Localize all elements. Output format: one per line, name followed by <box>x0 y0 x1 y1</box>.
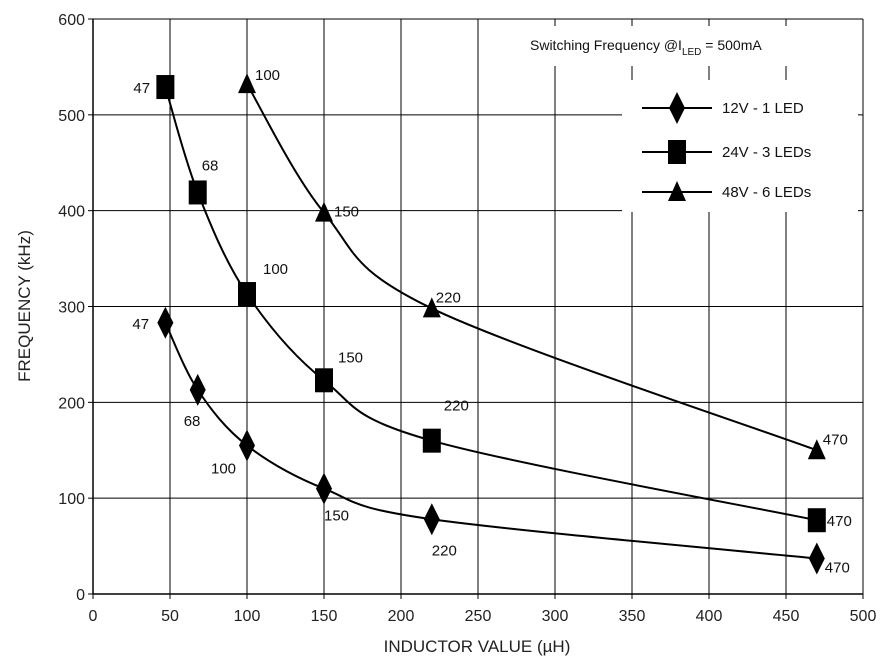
legend-marker-triangle <box>668 181 686 201</box>
data-point-diamond <box>239 429 255 462</box>
x-tick-label: 250 <box>465 608 492 625</box>
legend-label: 48V - 6 LEDs <box>722 184 811 201</box>
x-tick-label: 450 <box>773 608 800 625</box>
annotation-box <box>524 26 858 66</box>
point-label: 100 <box>211 460 236 477</box>
data-point-diamond <box>316 472 332 505</box>
series-layer <box>156 73 826 575</box>
data-point-square <box>188 180 207 205</box>
legend-marker-diamond <box>669 92 685 124</box>
point-label: 150 <box>338 349 363 366</box>
legend-item-0: 12V - 1 LED <box>642 92 804 124</box>
x-tick-label: 500 <box>850 608 877 625</box>
data-point-square <box>807 508 826 533</box>
annotation-suffix: = 500mA <box>701 37 762 53</box>
data-point-square <box>422 428 441 453</box>
y-tick-label: 500 <box>58 108 85 125</box>
y-tick-label: 300 <box>58 300 85 317</box>
x-tick-label: 300 <box>542 608 569 625</box>
data-point-triangle <box>807 439 826 460</box>
legend-marker-square <box>668 140 686 164</box>
data-point-diamond <box>189 373 206 406</box>
y-tick-label: 100 <box>58 491 85 508</box>
legend-item-1: 24V - 3 LEDs <box>642 140 811 164</box>
point-label: 470 <box>827 513 852 530</box>
x-tick-label: 200 <box>388 608 415 625</box>
switching-frequency-annotation: Switching Frequency @ILED = 500mA <box>530 37 762 58</box>
point-label: 68 <box>184 413 201 430</box>
point-label: 470 <box>823 431 848 448</box>
point-label: 150 <box>324 508 349 525</box>
y-tick-label: 400 <box>58 204 85 221</box>
legend-label: 24V - 3 LEDs <box>722 144 811 161</box>
y-tick-label: 200 <box>58 395 85 412</box>
series-line <box>246 83 818 452</box>
data-point-triangle <box>315 201 333 222</box>
data-point-diamond <box>157 306 174 339</box>
data-point-square <box>238 282 256 307</box>
point-label: 100 <box>263 261 288 278</box>
y-axis-label: FREQUENCY (kHz) <box>15 230 34 382</box>
series-1 <box>156 75 826 533</box>
data-point-square <box>156 75 175 100</box>
legend: 12V - 1 LED 24V - 3 LEDs 48V - 6 LEDs <box>642 92 811 201</box>
data-point-triangle <box>422 297 441 318</box>
series-0 <box>157 306 825 575</box>
point-label: 68 <box>202 157 219 174</box>
y-tick-label: 0 <box>76 587 85 604</box>
point-label: 47 <box>133 80 150 97</box>
legend-label: 12V - 1 LED <box>722 100 804 117</box>
x-tick-label: 100 <box>234 608 261 625</box>
series-2 <box>238 73 826 460</box>
y-tick-label: 600 <box>58 12 85 29</box>
legend-background-layer <box>524 26 858 212</box>
x-tick-label: 400 <box>696 608 723 625</box>
axes: 0 50 100 150 200 250 300 350 400 450 500 0 100 200 300… <box>58 12 876 625</box>
x-tick-label: 150 <box>311 608 338 625</box>
point-label: 470 <box>825 560 850 577</box>
data-point-square <box>315 368 333 393</box>
x-tick-label: 350 <box>619 608 646 625</box>
point-label: 150 <box>334 204 359 221</box>
data-point-triangle <box>238 73 256 94</box>
point-label: 220 <box>436 289 461 306</box>
annotation-subscript: LED <box>682 47 701 58</box>
legend-box <box>622 80 858 212</box>
data-point-diamond <box>423 503 440 536</box>
annotation-prefix: Switching Frequency @I <box>530 37 682 53</box>
point-label: 47 <box>132 316 149 333</box>
data-point-diamond <box>808 542 825 575</box>
point-label: 220 <box>444 398 469 415</box>
point-label: 220 <box>432 542 457 559</box>
point-label: 100 <box>255 67 280 84</box>
legend-item-2: 48V - 6 LEDs <box>642 181 811 201</box>
x-tick-label: 50 <box>161 608 179 625</box>
x-tick-label: 0 <box>89 608 98 625</box>
x-axis-label: INDUCTOR VALUE (µH) <box>384 637 571 656</box>
point-labels: 47 68 100 150 220 470 47 68 100 150 220 470 100 150 22… <box>132 67 851 576</box>
